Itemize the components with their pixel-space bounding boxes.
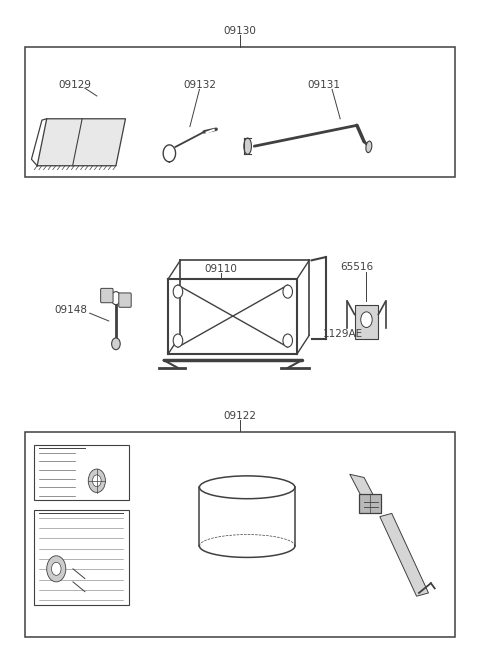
Bar [34,445,129,500]
Ellipse shape [244,138,252,155]
Circle shape [47,556,66,582]
Ellipse shape [366,141,372,153]
FancyBboxPatch shape [101,288,113,303]
Text: 09122: 09122 [224,411,256,421]
Bar [360,494,381,514]
Circle shape [173,334,183,347]
Text: 09131: 09131 [307,80,340,90]
Circle shape [51,562,61,575]
Circle shape [111,291,120,305]
Text: 1129AE: 1129AE [323,329,363,339]
Polygon shape [380,514,429,596]
Circle shape [173,285,183,298]
Circle shape [88,469,106,493]
Text: 09129: 09129 [59,80,92,90]
Text: 09132: 09132 [183,80,216,90]
Circle shape [93,475,101,487]
Polygon shape [37,119,125,166]
Circle shape [361,312,372,328]
Circle shape [283,334,292,347]
Polygon shape [350,474,376,500]
Text: 09130: 09130 [224,26,256,36]
FancyBboxPatch shape [119,293,131,307]
Bar [25,47,455,178]
Bar [355,305,378,339]
Circle shape [283,285,292,298]
Bar [34,510,129,605]
Text: 09110: 09110 [204,264,237,274]
Bar [25,432,455,637]
Text: 09148: 09148 [54,305,87,315]
Circle shape [112,338,120,350]
Ellipse shape [199,476,295,498]
Text: 65516: 65516 [340,263,373,272]
